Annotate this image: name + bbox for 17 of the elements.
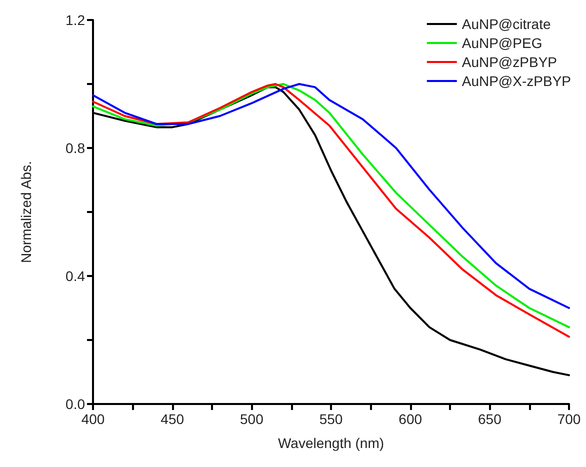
y-axis-title: Normalized Abs. (18, 161, 34, 263)
legend-label: AuNP@zPBYP (462, 54, 558, 70)
legend-label: AuNP@X-zPBYP (462, 73, 572, 89)
y-tick-label: 0.8 (66, 140, 86, 156)
y-tick-label: 0.0 (66, 396, 86, 412)
y-tick-label: 1.2 (66, 12, 86, 28)
x-tick-label: 450 (160, 411, 184, 427)
x-tick-label: 600 (398, 411, 422, 427)
y-tick-label: 0.4 (66, 268, 86, 284)
legend-label: AuNP@citrate (462, 16, 551, 32)
x-tick-label: 700 (557, 411, 581, 427)
x-axis-title: Wavelength (nm) (278, 435, 384, 451)
x-tick-label: 500 (240, 411, 264, 427)
x-tick-label: 400 (81, 411, 105, 427)
x-tick-label: 550 (319, 411, 343, 427)
legend-label: AuNP@PEG (462, 35, 542, 51)
x-tick-label: 650 (478, 411, 502, 427)
